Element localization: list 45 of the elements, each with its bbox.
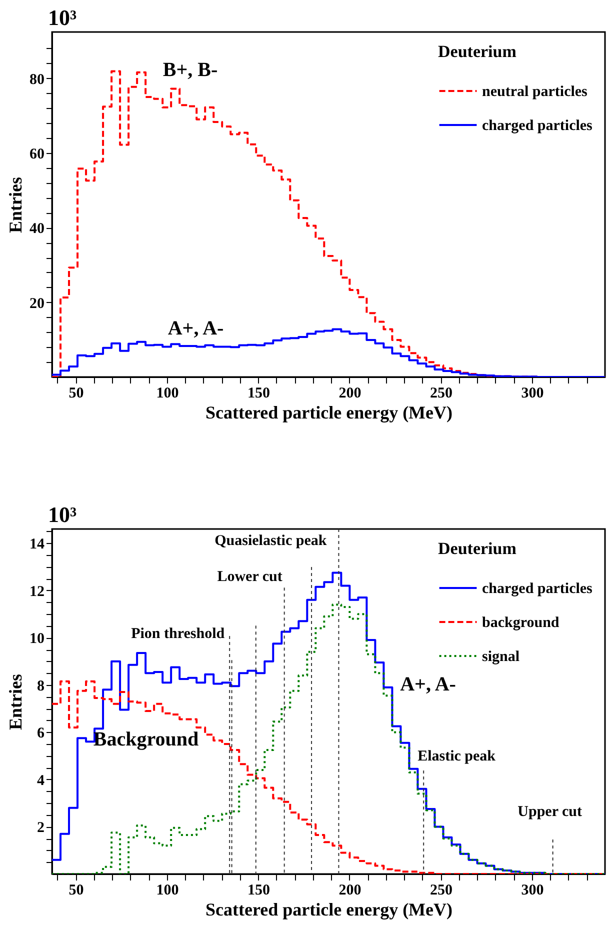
x-tick-label: 200 (338, 386, 362, 402)
ref-line-label: Quasielastic peak (214, 532, 328, 549)
annotation: B+, B- (162, 58, 218, 81)
ref-line-label: Lower cut (217, 569, 282, 586)
y-axis-title: Entries (6, 674, 26, 730)
x-tick-label: 200 (338, 882, 362, 898)
y-axis-title: Entries (6, 177, 26, 233)
y-tick-label: 14 (30, 536, 45, 553)
x-axis-title: Scattered particle energy (MeV) (205, 402, 453, 422)
ref-line-label: Pion threshold (131, 626, 226, 642)
x-tick-label: 150 (247, 882, 270, 898)
legend-title: Deuterium (438, 42, 516, 61)
annotation: A+, A- (168, 318, 224, 340)
x-tick-label: 100 (156, 882, 179, 898)
x-tick-label: 50 (68, 882, 84, 898)
annotation: A+, A- (400, 673, 456, 696)
legend-title: Deuterium (438, 539, 516, 558)
text: 10³ (48, 5, 77, 30)
text: 10³ (48, 502, 77, 527)
x-tick-label: 150 (247, 386, 270, 402)
legend-label: neutral particles (482, 84, 588, 100)
ref-line-label: Upper cut (518, 804, 582, 820)
annotation: Background (93, 728, 199, 750)
x-tick-label: 250 (430, 882, 452, 898)
x-tick-label: 300 (521, 882, 544, 898)
y-tick-label: 80 (30, 72, 44, 88)
y-tick-label: 10 (30, 631, 44, 648)
y-tick-label: 6 (37, 726, 45, 742)
x-axis-title: Scattered particle energy (MeV) (205, 900, 453, 920)
x-tick-label: 50 (68, 386, 84, 402)
y-tick-label: 40 (30, 221, 44, 238)
x-tick-label: 250 (430, 386, 452, 402)
legend-label: charged particles (482, 118, 593, 134)
y-tick-label: 2 (37, 820, 44, 836)
y-tick-label: 12 (30, 584, 44, 600)
y-tick-label: 20 (30, 296, 44, 312)
legend-label: signal (482, 649, 520, 665)
legend-label: background (482, 615, 560, 631)
y-tick-label: 4 (37, 772, 45, 789)
y-tick-label: 60 (30, 146, 44, 162)
y-tick-label: 8 (37, 678, 44, 694)
legend-label: charged particles (482, 581, 593, 597)
x-tick-label: 100 (156, 386, 179, 402)
ref-line-label: Elastic peak (418, 748, 496, 765)
x-tick-label: 300 (521, 386, 544, 402)
